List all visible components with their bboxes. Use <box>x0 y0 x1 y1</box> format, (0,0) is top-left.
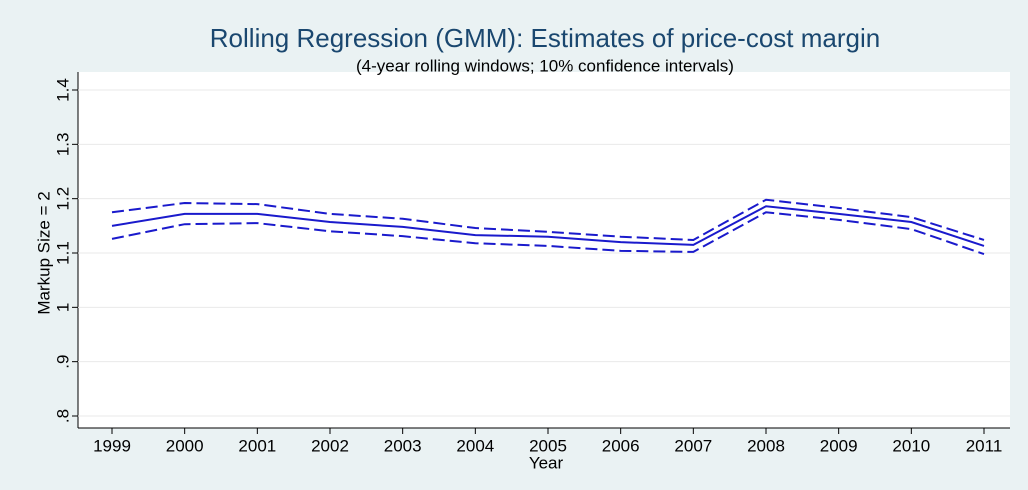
y-axis-label: Markup Size = 2 <box>34 191 53 314</box>
x-tick-label: 2010 <box>892 436 930 455</box>
y-tick-label: 1.1 <box>53 241 72 265</box>
series-line <box>111 205 985 247</box>
x-tick-label: 2004 <box>456 436 494 455</box>
y-tick-label: .9 <box>53 355 72 369</box>
x-tick-label: 2002 <box>311 436 349 455</box>
x-tick-label: 2009 <box>820 436 858 455</box>
y-tick-label: 1.3 <box>53 133 72 157</box>
x-axis-label: Year <box>529 453 564 472</box>
series-line <box>111 198 985 241</box>
y-tick-label: 1.2 <box>53 187 72 211</box>
x-tick-label: 2007 <box>674 436 712 455</box>
x-tick-label: 2006 <box>602 436 640 455</box>
x-tick-label: 2011 <box>966 436 1003 455</box>
chart-subtitle: (4-year rolling windows; 10% confidence … <box>356 56 734 75</box>
plot-area <box>78 72 1010 428</box>
y-tick-label: .8 <box>53 409 72 423</box>
chart-title: Rolling Regression (GMM): Estimates of p… <box>210 23 880 53</box>
series-line <box>111 211 985 256</box>
x-tick-label: 2000 <box>166 436 204 455</box>
x-tick-label: 2008 <box>747 436 785 455</box>
x-tick-label: 2001 <box>238 436 276 455</box>
x-tick-label: 2003 <box>384 436 422 455</box>
x-tick-label: 1999 <box>93 436 131 455</box>
y-tick-label: 1.4 <box>53 78 72 102</box>
y-tick-label: 1 <box>53 303 72 312</box>
x-tick-label: 2005 <box>529 436 567 455</box>
